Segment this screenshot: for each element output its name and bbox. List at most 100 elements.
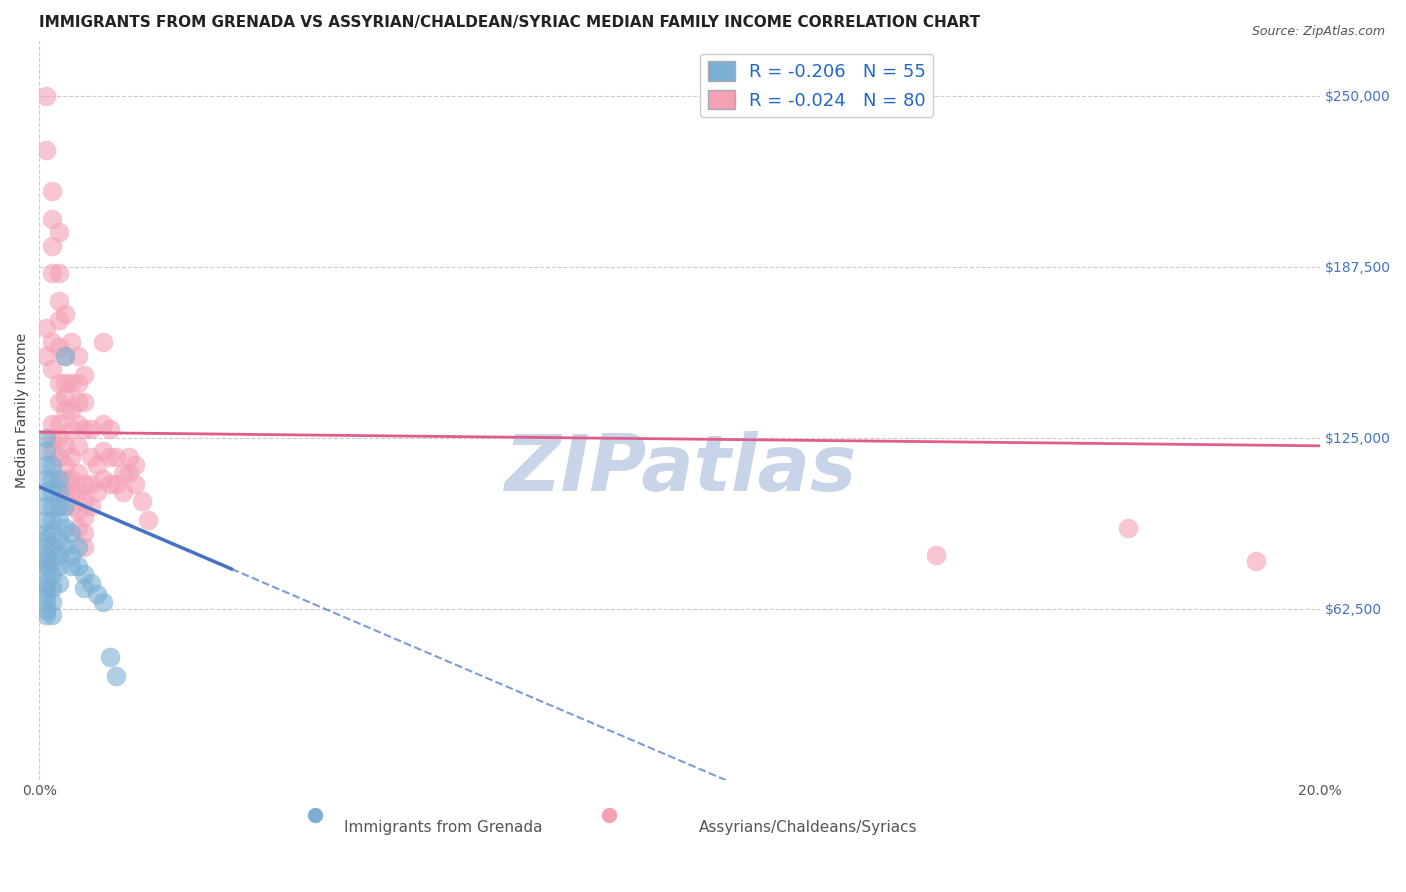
Point bbox=[79, 575, 101, 590]
Point bbox=[41, 458, 63, 472]
Point bbox=[41, 472, 63, 486]
Point bbox=[48, 575, 70, 590]
Point bbox=[41, 554, 63, 568]
Point bbox=[35, 554, 58, 568]
Point bbox=[41, 185, 63, 199]
Point bbox=[48, 340, 70, 354]
Point bbox=[35, 88, 58, 103]
Text: ZIPatlas: ZIPatlas bbox=[503, 432, 856, 508]
Point bbox=[1244, 554, 1267, 568]
Point bbox=[111, 466, 134, 480]
Point bbox=[73, 493, 96, 508]
Point bbox=[35, 603, 58, 617]
Point bbox=[41, 362, 63, 376]
Point bbox=[48, 395, 70, 409]
Text: IMMIGRANTS FROM GRENADA VS ASSYRIAN/CHALDEAN/SYRIAC MEDIAN FAMILY INCOME CORRELA: IMMIGRANTS FROM GRENADA VS ASSYRIAN/CHAL… bbox=[39, 15, 980, 30]
Point bbox=[60, 526, 83, 541]
Point bbox=[79, 499, 101, 513]
Point bbox=[35, 586, 58, 600]
Point bbox=[98, 450, 121, 464]
Point bbox=[48, 499, 70, 513]
Point bbox=[41, 417, 63, 431]
Point bbox=[98, 422, 121, 436]
Point bbox=[79, 422, 101, 436]
Point bbox=[35, 321, 58, 335]
Point bbox=[93, 595, 115, 609]
Point bbox=[48, 450, 70, 464]
Point bbox=[73, 395, 96, 409]
Point bbox=[118, 450, 141, 464]
Point bbox=[41, 211, 63, 226]
Point bbox=[60, 450, 83, 464]
Point bbox=[35, 608, 58, 623]
Point bbox=[53, 403, 76, 417]
Point bbox=[73, 526, 96, 541]
Point bbox=[73, 540, 96, 554]
Point bbox=[48, 226, 70, 240]
Point bbox=[41, 595, 63, 609]
Point bbox=[41, 526, 63, 541]
Point bbox=[98, 649, 121, 664]
Point bbox=[105, 477, 128, 491]
Point bbox=[79, 450, 101, 464]
Text: Assyrians/Chaldeans/Syriacs: Assyrians/Chaldeans/Syriacs bbox=[699, 821, 917, 835]
Point bbox=[41, 608, 63, 623]
Point bbox=[66, 376, 89, 390]
Point bbox=[60, 376, 83, 390]
Point bbox=[53, 458, 76, 472]
Point bbox=[35, 485, 58, 500]
Legend: R = -0.206   N = 55, R = -0.024   N = 80: R = -0.206 N = 55, R = -0.024 N = 80 bbox=[700, 54, 934, 117]
Point bbox=[73, 422, 96, 436]
Point bbox=[35, 567, 58, 582]
Point bbox=[48, 472, 70, 486]
Point bbox=[66, 559, 89, 574]
Point bbox=[86, 586, 108, 600]
Point bbox=[53, 308, 76, 322]
Y-axis label: Median Family Income: Median Family Income bbox=[15, 333, 30, 488]
Point bbox=[35, 349, 58, 363]
Point bbox=[60, 403, 83, 417]
Point bbox=[35, 444, 58, 458]
Point bbox=[60, 472, 83, 486]
Point bbox=[86, 485, 108, 500]
Point bbox=[118, 466, 141, 480]
Point bbox=[66, 395, 89, 409]
Point bbox=[60, 499, 83, 513]
Point bbox=[35, 581, 58, 595]
Point bbox=[35, 431, 58, 445]
Point bbox=[124, 458, 146, 472]
Point bbox=[35, 458, 58, 472]
Point bbox=[73, 581, 96, 595]
Point bbox=[35, 499, 58, 513]
Point bbox=[86, 458, 108, 472]
Point bbox=[53, 499, 76, 513]
Point bbox=[48, 548, 70, 562]
Point bbox=[53, 521, 76, 535]
Point bbox=[60, 485, 83, 500]
Point bbox=[60, 548, 83, 562]
Point bbox=[111, 485, 134, 500]
Point bbox=[41, 567, 63, 582]
Point bbox=[105, 668, 128, 682]
Point bbox=[1116, 521, 1139, 535]
Point bbox=[925, 548, 948, 562]
Point bbox=[93, 417, 115, 431]
Point bbox=[48, 293, 70, 308]
Point bbox=[41, 431, 63, 445]
Point bbox=[48, 485, 70, 500]
Point bbox=[124, 477, 146, 491]
Point bbox=[93, 334, 115, 349]
Point bbox=[41, 499, 63, 513]
Point bbox=[35, 595, 58, 609]
Point bbox=[66, 439, 89, 453]
Point bbox=[66, 417, 89, 431]
Point bbox=[35, 144, 58, 158]
Point bbox=[35, 575, 58, 590]
Point bbox=[131, 493, 153, 508]
Point bbox=[53, 376, 76, 390]
Point bbox=[60, 422, 83, 436]
Point bbox=[48, 417, 70, 431]
Point bbox=[66, 466, 89, 480]
Point bbox=[53, 349, 76, 363]
Point bbox=[48, 559, 70, 574]
